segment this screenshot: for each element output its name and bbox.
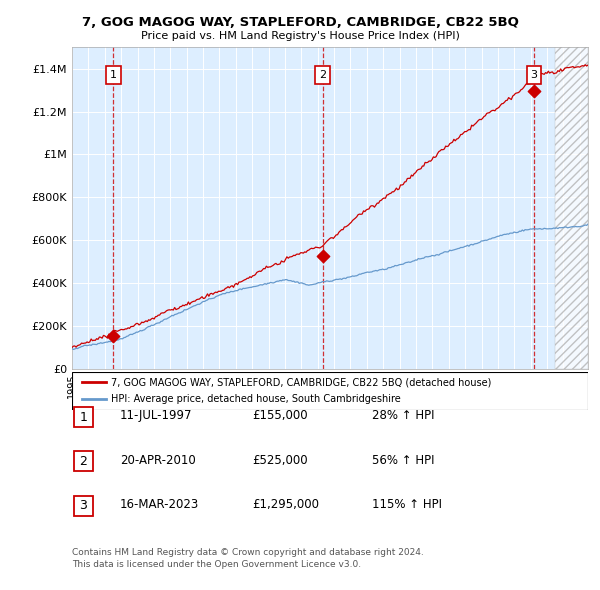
Bar — [74, 407, 93, 427]
Text: Contains HM Land Registry data © Crown copyright and database right 2024.
This d: Contains HM Land Registry data © Crown c… — [72, 548, 424, 569]
Text: £1,295,000: £1,295,000 — [252, 498, 319, 511]
Point — [318, 251, 328, 261]
Bar — [74, 451, 93, 471]
Text: 3: 3 — [79, 499, 88, 512]
Text: 20-APR-2010: 20-APR-2010 — [120, 454, 196, 467]
Text: 28% ↑ HPI: 28% ↑ HPI — [372, 409, 434, 422]
Text: 1: 1 — [79, 411, 88, 424]
Text: 7, GOG MAGOG WAY, STAPLEFORD, CAMBRIDGE, CB22 5BQ: 7, GOG MAGOG WAY, STAPLEFORD, CAMBRIDGE,… — [82, 16, 518, 29]
Text: HPI: Average price, detached house, South Cambridgeshire: HPI: Average price, detached house, Sout… — [110, 394, 400, 404]
Text: 11-JUL-1997: 11-JUL-1997 — [120, 409, 193, 422]
Point — [529, 86, 539, 96]
Text: 56% ↑ HPI: 56% ↑ HPI — [372, 454, 434, 467]
Text: 16-MAR-2023: 16-MAR-2023 — [120, 498, 199, 511]
Text: 7, GOG MAGOG WAY, STAPLEFORD, CAMBRIDGE, CB22 5BQ (detached house): 7, GOG MAGOG WAY, STAPLEFORD, CAMBRIDGE,… — [110, 378, 491, 388]
Text: £525,000: £525,000 — [252, 454, 308, 467]
Text: 2: 2 — [319, 70, 326, 80]
Text: 1: 1 — [110, 70, 117, 80]
Point — [109, 331, 118, 340]
Text: 3: 3 — [530, 70, 538, 80]
Bar — [74, 496, 93, 516]
Text: 115% ↑ HPI: 115% ↑ HPI — [372, 498, 442, 511]
Text: Price paid vs. HM Land Registry's House Price Index (HPI): Price paid vs. HM Land Registry's House … — [140, 31, 460, 41]
Text: 2: 2 — [79, 455, 88, 468]
Text: £155,000: £155,000 — [252, 409, 308, 422]
